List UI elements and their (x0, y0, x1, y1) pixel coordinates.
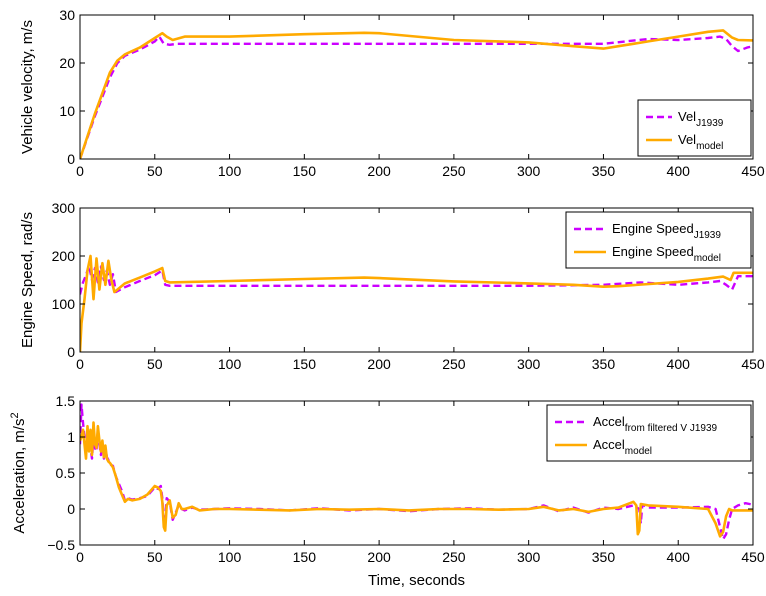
x-tick-label: 100 (218, 163, 242, 179)
y-tick-label: 10 (59, 103, 75, 119)
legend-label: VelJ1939 (678, 109, 724, 129)
y-tick-label: 1.5 (56, 393, 76, 409)
legend-box (565, 211, 752, 269)
y-tick-label: 200 (52, 248, 76, 264)
legend-label: Velmodel (678, 132, 723, 152)
y-axis-label-text: Vehicle velocity, m/s (19, 20, 36, 154)
x-tick-label: 350 (592, 356, 616, 372)
y-tick-label: 0 (67, 151, 75, 167)
legend-label-subscript: model (694, 253, 721, 264)
x-tick-label: 250 (442, 549, 466, 565)
legend-label-subscript: J1939 (694, 230, 722, 241)
subplot-1: 0 50 100 150 200 250 300 350 400 450 0 10 20 30 Vehicl… (19, 7, 765, 179)
legend-box (546, 404, 752, 462)
y-tick-label: 30 (59, 7, 75, 23)
x-tick-label: 300 (517, 163, 541, 179)
x-tick-label: 50 (147, 356, 163, 372)
x-tick-label: 450 (741, 356, 765, 372)
axes-frame (79, 14, 754, 160)
y-axis-label: Engine Speed, rad/s (19, 212, 36, 348)
y-axis-label: Vehicle velocity, m/s (19, 20, 36, 154)
legend-label-subscript: model (696, 141, 723, 152)
x-tick-label: 50 (147, 163, 163, 179)
x-tick-label: 50 (147, 549, 163, 565)
x-tick-label: 150 (293, 163, 317, 179)
series-line-j1939 (80, 35, 753, 159)
x-tick-label: 350 (592, 549, 616, 565)
x-tick-label: 250 (442, 163, 466, 179)
legend-label-main: Engine Speed (612, 221, 694, 236)
legend-label-main: Engine Speed (612, 244, 694, 259)
y-axis-label-text: Acceleration, m/s (11, 419, 28, 534)
y-tick-label: 100 (52, 296, 76, 312)
legend-label-main: Vel (678, 109, 696, 124)
x-tick-label: 150 (293, 549, 317, 565)
legend-label: Accelmodel (593, 437, 652, 457)
legend-label-subscript: from filtered V J1939 (625, 423, 718, 434)
y-axis-label-superscript: 2 (9, 412, 21, 418)
x-tick-label: 400 (667, 163, 691, 179)
series-line-model (80, 421, 753, 538)
x-tick-label: 250 (442, 356, 466, 372)
x-tick-label: 350 (592, 163, 616, 179)
subplot-3: 0 50 100 150 200 250 300 350 400 450−0.500.511.5A… (9, 393, 765, 589)
series-line-model (80, 29, 753, 159)
legend-label-main: Vel (678, 132, 696, 147)
series-line-j1939 (80, 264, 753, 295)
legend-label: Engine SpeedJ1939 (612, 221, 721, 241)
x-tick-label: 0 (76, 549, 84, 565)
x-tick-label: 200 (367, 356, 391, 372)
series-group (80, 403, 753, 541)
legend-label-main: Accel (593, 437, 625, 452)
y-tick-label: 20 (59, 55, 75, 71)
legend-label: Engine Speedmodel (612, 244, 721, 264)
y-tick-label: 0 (67, 344, 75, 360)
y-tick-label: 300 (52, 200, 76, 216)
legend-label: Accelfrom filtered V J1939 (593, 414, 718, 434)
x-tick-label: 300 (517, 356, 541, 372)
y-tick-label: −0.5 (47, 537, 75, 553)
x-tick-label: 300 (517, 549, 541, 565)
x-tick-label: 100 (218, 356, 242, 372)
x-tick-label: 450 (741, 163, 765, 179)
x-tick-label: 450 (741, 549, 765, 565)
y-axis-label-text: Engine Speed, rad/s (19, 212, 36, 348)
x-tick-label: 100 (218, 549, 242, 565)
legend-label-subscript: model (625, 446, 652, 457)
subplot-2: 0 50 100 150 200 250 300 350 400 450 0 100 200 300 Eng… (19, 200, 765, 372)
x-tick-label: 0 (76, 163, 84, 179)
series-group (80, 29, 753, 159)
series-line-model (80, 254, 753, 352)
x-tick-label: 400 (667, 549, 691, 565)
x-tick-label: 200 (367, 163, 391, 179)
legend-label-subscript: J1939 (696, 118, 724, 129)
y-tick-label: 1 (67, 429, 75, 445)
y-tick-label: 0 (67, 501, 75, 517)
legend-label-main: Accel (593, 414, 625, 429)
legend-box (637, 99, 752, 157)
x-tick-label: 400 (667, 356, 691, 372)
series-group (80, 254, 753, 352)
y-tick-label: 0.5 (56, 465, 76, 481)
x-axis-label: Time, seconds (368, 572, 465, 589)
x-tick-label: 0 (76, 356, 84, 372)
y-axis-label: Acceleration, m/s2 (9, 412, 28, 533)
axes-frame (79, 207, 754, 353)
x-tick-label: 150 (293, 356, 317, 372)
x-tick-label: 200 (367, 549, 391, 565)
